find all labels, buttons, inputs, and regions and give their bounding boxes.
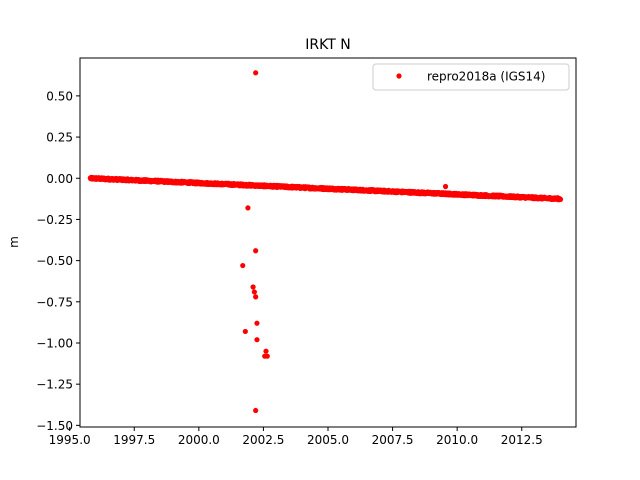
y-tick-label: 0.50 (46, 89, 73, 103)
x-tick-label: 1997.5 (113, 433, 155, 447)
y-axis-ticks: 0.50 0.25 0.00 −0.25 −0.50 −0.75 −1.00 −1.25 −1.… (36, 89, 80, 433)
data-points (87, 70, 564, 414)
data-point (557, 196, 564, 202)
x-tick-label: 1995.0 (49, 433, 91, 447)
legend-label: repro2018a (IGS14) (427, 70, 545, 84)
y-tick-label: 0.00 (46, 172, 73, 186)
y-tick-label: −1.25 (36, 378, 73, 392)
x-tick-label: 2007.5 (372, 433, 414, 447)
x-tick-label: 2012.5 (501, 433, 543, 447)
data-point-outlier (251, 289, 257, 295)
y-tick-label: −1.50 (36, 419, 73, 433)
y-tick-label: 0.25 (46, 131, 73, 145)
legend: repro2018a (IGS14) (372, 63, 570, 91)
x-tick-label: 2005.0 (307, 433, 349, 447)
data-point-outlier (242, 328, 248, 335)
axes-background (80, 58, 576, 427)
data-point-outlier (442, 183, 449, 190)
chart-title: IRKT N (305, 37, 350, 53)
y-tick-label: −0.50 (36, 254, 73, 268)
data-point-outlier (253, 294, 259, 300)
legend-marker (396, 73, 402, 79)
data-point-outlier (253, 70, 259, 76)
legend-box (372, 63, 570, 91)
data-point-outlier (253, 407, 259, 414)
x-tick-label: 2002.5 (242, 433, 284, 447)
data-point-outlier (254, 320, 260, 326)
data-point-outlier (240, 262, 246, 269)
x-axis-ticks: 1995.0 1997.5 2000.0 2002.5 2005.0 2007.5 2010… (49, 427, 543, 447)
y-tick-label: −1.00 (36, 336, 73, 350)
data-point-outlier (264, 353, 270, 359)
data-point-outlier (254, 337, 260, 343)
x-tick-label: 2000.0 (178, 433, 220, 447)
x-tick-label: 2010.0 (436, 433, 478, 447)
data-point-outlier (250, 284, 256, 290)
data-point-outlier (263, 348, 269, 354)
y-axis-label: m (7, 236, 21, 248)
plot-area (79, 57, 577, 428)
data-point-outlier (245, 205, 251, 211)
data-point-outlier (253, 248, 259, 254)
y-tick-label: −0.25 (36, 213, 73, 227)
y-tick-label: −0.75 (36, 295, 73, 309)
